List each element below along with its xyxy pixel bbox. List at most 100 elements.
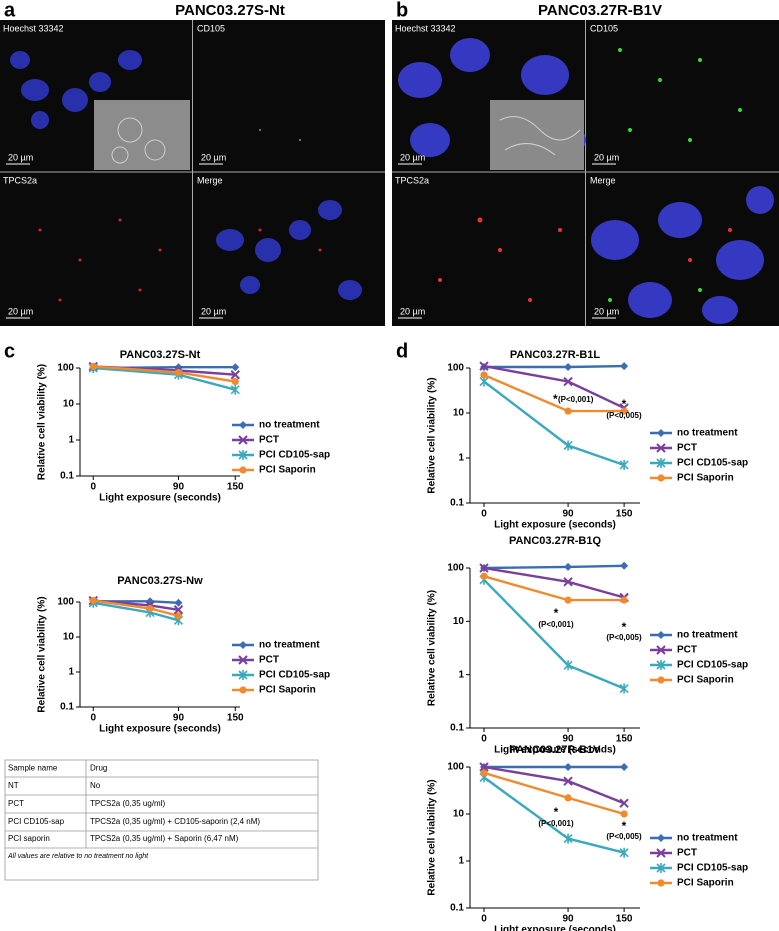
x-axis-title: Light exposure (seconds): [494, 520, 616, 531]
marker: [231, 377, 239, 386]
image-label: Merge: [590, 175, 616, 185]
legend-label: PCT: [259, 435, 279, 446]
marker: [620, 763, 629, 771]
legend-label: PCI CD105-sap: [259, 450, 330, 461]
panel-letter: b: [396, 0, 408, 21]
table-cell: TPCS2a (0,35 ug/ml): [90, 799, 165, 808]
annotation: (P<0,005): [606, 411, 642, 420]
legend-marker: [238, 670, 248, 680]
annotation: *: [554, 606, 559, 620]
annotation: (P<0,001): [538, 819, 574, 828]
marker: [563, 440, 573, 451]
image-label: Merge: [197, 175, 223, 185]
y-axis-title: Relative cell viability (%): [37, 364, 48, 480]
legend-marker: [656, 458, 666, 468]
legend-label: PCT: [677, 848, 697, 859]
marker: [564, 363, 573, 372]
marker: [479, 563, 489, 573]
legend-label: PCI CD105-sap: [677, 660, 748, 671]
legend-marker: [656, 848, 666, 858]
x-tick-label: 150: [616, 734, 633, 745]
legend-label: PCI CD105-sap: [259, 670, 330, 681]
marker: [620, 596, 628, 604]
legend-label: no treatment: [677, 833, 738, 844]
legend-label: PCT: [677, 443, 697, 454]
panel-title: PANC03.27R-B1V: [538, 2, 662, 19]
legend-marker: [238, 450, 248, 460]
marker: [174, 598, 183, 607]
y-tick-label: 100: [57, 363, 74, 374]
marker: [479, 762, 489, 772]
legend-marker: [239, 421, 247, 429]
legend-label: no treatment: [677, 428, 738, 439]
x-tick-label: 0: [90, 713, 96, 724]
micrograph-a: [0, 20, 385, 326]
x-tick-label: 0: [481, 734, 487, 745]
marker: [620, 362, 629, 371]
panel-letter: c: [4, 340, 15, 362]
annotation: (P<0,005): [606, 832, 642, 841]
marker: [480, 572, 488, 580]
marker: [230, 370, 240, 380]
marker: [231, 363, 240, 372]
annotation: (P<0,005): [606, 633, 642, 642]
x-axis-title: Light exposure (seconds): [494, 745, 616, 756]
marker: [563, 376, 573, 387]
table-header: Sample name: [8, 764, 58, 773]
y-tick-label: 100: [447, 363, 464, 374]
legend-label: no treatment: [259, 640, 320, 651]
panel-title: PANC03.27S-Nt: [175, 2, 285, 19]
micrograph-b: [392, 20, 779, 326]
y-tick-label: 10: [453, 408, 465, 419]
legend-marker: [657, 474, 665, 482]
legend-label: no treatment: [259, 420, 320, 431]
scale-label: 20 µm: [8, 152, 33, 162]
marker: [620, 407, 628, 415]
x-tick-label: 150: [616, 914, 633, 925]
marker: [563, 577, 573, 587]
legend-label: PCT: [677, 645, 697, 656]
marker: [230, 384, 240, 395]
legend-marker: [239, 466, 247, 474]
panel-letter: a: [4, 0, 16, 21]
table-cell: PCT: [8, 799, 24, 808]
legend-marker: [239, 686, 247, 694]
table-note: All values are relative to no treatment …: [7, 853, 149, 860]
table-cell: NT: [8, 781, 19, 790]
chart-title: PANC03.27R-B1L: [510, 349, 601, 361]
y-tick-label: 10: [63, 632, 75, 643]
legend-marker: [657, 676, 665, 684]
annotation: *: [622, 819, 627, 833]
marker: [563, 660, 573, 671]
legend-label: PCT: [259, 655, 279, 666]
image-label: TPCS2a: [395, 175, 429, 185]
legend-marker: [656, 443, 666, 453]
marker: [563, 776, 573, 786]
legend-marker: [238, 655, 248, 665]
x-tick-label: 150: [227, 482, 244, 493]
series-line: [483, 564, 625, 570]
x-tick-label: 0: [90, 482, 96, 493]
chart-title: PANC03.27R-B1V: [510, 744, 602, 756]
marker: [619, 683, 629, 694]
marker: [89, 596, 97, 605]
marker: [564, 794, 572, 802]
x-tick-label: 90: [563, 734, 575, 745]
table-cell: TPCS2a (0,35 ug/ml) + CD105-saporin (2,4…: [90, 817, 260, 826]
y-tick-label: 1: [68, 667, 74, 678]
y-tick-label: 100: [57, 597, 74, 608]
annotation: *: [622, 397, 627, 411]
legend-marker: [239, 641, 247, 649]
y-axis-title: Relative cell viability (%): [427, 779, 438, 895]
marker: [619, 798, 629, 808]
y-tick-label: 1: [458, 856, 464, 867]
x-tick-label: 150: [616, 509, 633, 520]
marker: [173, 605, 184, 615]
legend-label: PCI CD105-sap: [677, 458, 748, 469]
legend-marker: [656, 645, 666, 655]
y-tick-label: 1: [458, 453, 464, 464]
x-axis-title: Light exposure (seconds): [494, 925, 616, 931]
table-header: Drug: [90, 764, 107, 773]
y-tick-label: 100: [447, 762, 464, 773]
y-axis-title: Relative cell viability (%): [427, 590, 438, 706]
